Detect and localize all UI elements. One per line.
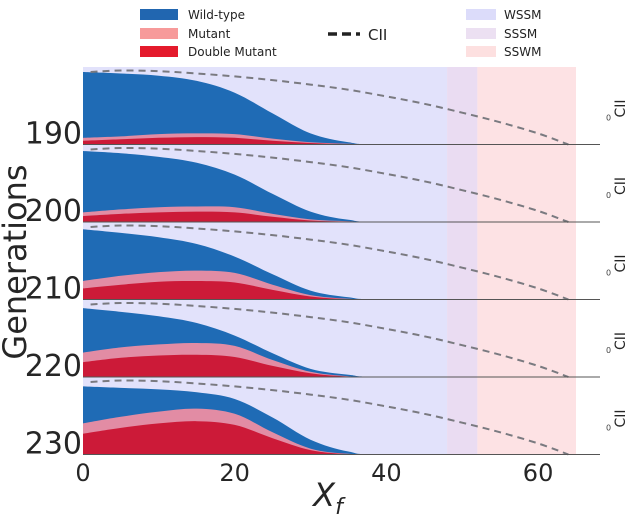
cii-axis-tick: 0 (606, 191, 611, 200)
cii-axis-label: CII (613, 177, 629, 195)
x-axis-label-subscript: f (335, 495, 346, 520)
x-tick-label: 60 (523, 459, 554, 487)
x-tick-label: 40 (371, 459, 402, 487)
legend-label: SSSM (504, 27, 537, 41)
legend-swatch-wild-type (140, 9, 178, 20)
chart: Wild-type Mutant Double Mutant CII WSSM SSSM S… (0, 0, 644, 520)
cii-axis-tick: 0 (606, 269, 611, 278)
legend-label: CII (368, 26, 387, 44)
generation-label: 230 (25, 427, 82, 462)
regime-sssm (447, 67, 477, 455)
legend-swatch-sssm (466, 28, 496, 39)
legend-label: Mutant (188, 27, 231, 41)
cii-axis-label: CII (613, 332, 629, 350)
legend-swatch-sswm (466, 46, 496, 57)
cii-axis-tick: 0 (606, 346, 611, 355)
generation-label: 190 (25, 117, 82, 152)
cii-axis-tick: 0 (606, 114, 611, 123)
legend-label: Double Mutant (188, 45, 277, 59)
cii-axis-label: CII (613, 99, 629, 117)
cii-axis-label: CII (613, 254, 629, 272)
x-axis-label: Xf (311, 476, 346, 520)
legend-swatch-double-mutant (140, 46, 178, 57)
y-axis-label: Generations (0, 164, 34, 359)
legend-label: Wild-type (188, 8, 245, 22)
cii-axis-tick: 0 (606, 424, 611, 433)
legend-label: WSSM (504, 8, 541, 22)
x-tick-label: 0 (75, 459, 90, 487)
regime-sswm (477, 67, 576, 455)
legend: Wild-type Mutant Double Mutant CII WSSM SSSM S… (140, 8, 541, 59)
cii-axis-label: CII (613, 409, 629, 427)
legend-swatch-wssm (466, 9, 496, 20)
legend-label: SSWM (504, 45, 541, 59)
legend-swatch-mutant (140, 28, 178, 39)
x-tick-label: 20 (219, 459, 250, 487)
x-axis-label-main: X (311, 476, 336, 514)
